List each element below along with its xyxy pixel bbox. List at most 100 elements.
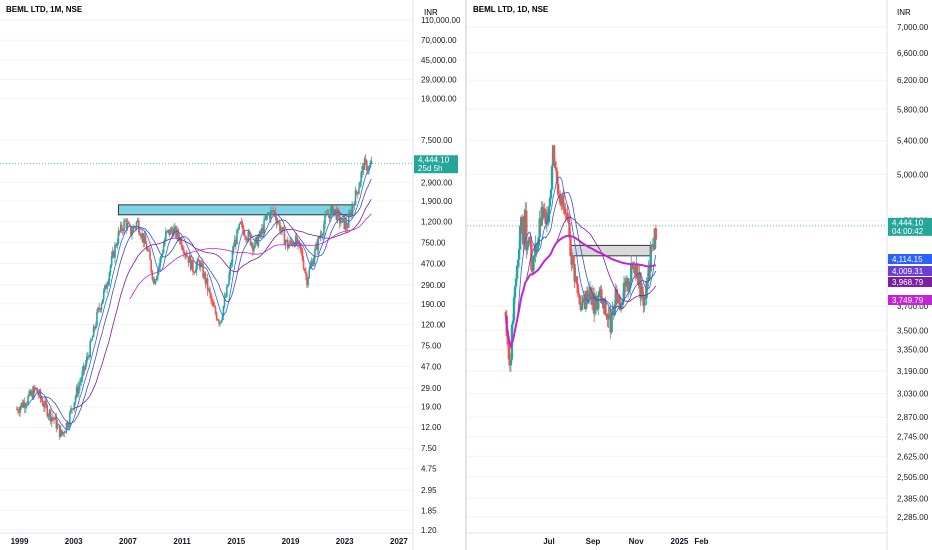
candle-body [259, 231, 262, 235]
candle-body [149, 250, 151, 260]
candle-body [364, 158, 367, 162]
price-tag-label: 3,749.79 [892, 296, 924, 305]
candle-body [548, 198, 552, 207]
candle-body [160, 255, 163, 259]
candle-body [27, 396, 29, 404]
candle-body [515, 265, 519, 279]
candle-body [172, 228, 175, 237]
resistance-zone [569, 244, 652, 257]
candle-body [215, 313, 218, 320]
candle-body [363, 158, 366, 170]
candle-body [104, 285, 106, 291]
candle-body [328, 214, 331, 219]
candle-body [166, 230, 168, 232]
candle-body [110, 256, 113, 266]
candle-body [529, 236, 532, 244]
candle-body [624, 280, 628, 287]
candle-body [61, 429, 63, 435]
candle-body [301, 250, 304, 261]
candle-body [351, 205, 353, 216]
candle-body [93, 326, 96, 329]
candle-body [165, 231, 167, 240]
candle-body [588, 287, 592, 298]
candle-body [221, 316, 224, 321]
candle-body [286, 239, 289, 249]
candle-body [26, 403, 28, 406]
candle-body [211, 299, 213, 302]
candle-body [171, 230, 174, 237]
candle-body [139, 232, 141, 236]
candle-body [74, 396, 77, 403]
candle-body [531, 270, 534, 272]
candle-body [240, 221, 243, 223]
candle-body [80, 379, 82, 383]
candle-body [518, 226, 522, 250]
y-tick-label: 3,190.00 [897, 367, 929, 376]
monthly-chart[interactable]: BEML LTD, 1M, NSE INR 1.20 1.85 2.95 4.75 7.… [0, 0, 465, 550]
candle-body [146, 249, 149, 251]
candle-body [53, 418, 55, 420]
candle-body [600, 289, 603, 304]
candle-body [187, 256, 190, 263]
candle-body [283, 229, 286, 245]
candle-body [296, 236, 298, 245]
daily-chart-panel[interactable]: BEML LTD, 1D, NSE INR 2,285.00 2,385.00 2,… [467, 0, 932, 550]
candle-body [98, 307, 101, 310]
candle-body [184, 253, 186, 255]
candle-body [513, 286, 517, 298]
candle-body [73, 402, 76, 410]
candle-body [220, 320, 222, 323]
x-tick-label: 2011 [173, 537, 191, 546]
candle-body [340, 222, 342, 224]
candle-body [65, 422, 68, 432]
candle-body [262, 228, 264, 234]
candle-body [288, 244, 290, 249]
candle-body [102, 290, 105, 300]
candle-body [327, 214, 330, 215]
candle-body [232, 247, 235, 251]
candle-body [57, 424, 60, 426]
monthly-chart-panel[interactable]: BEML LTD, 1M, NSE INR 1.20 1.85 2.95 4.75 7.… [0, 0, 465, 550]
daily-chart[interactable]: BEML LTD, 1D, NSE INR 2,285.00 2,385.00 2,… [467, 0, 932, 550]
candle-body [125, 220, 128, 229]
y-tick-label: 1,200.00 [421, 218, 453, 227]
monthly-currency-label: INR [424, 8, 438, 17]
price-tag-label: 4,009.31 [892, 267, 924, 276]
candle-body [345, 221, 348, 227]
candle-body [271, 210, 273, 212]
candle-body [100, 304, 103, 310]
candle-body [88, 356, 90, 358]
y-tick-label: 110,000.00 [421, 16, 461, 25]
candle-body [605, 314, 608, 317]
x-tick-label: 2015 [227, 537, 245, 546]
y-tick-label: 2,900.00 [421, 178, 453, 187]
candle-body [315, 243, 317, 250]
candle-body [81, 371, 84, 380]
candle-body [527, 240, 530, 247]
candle-body [620, 304, 624, 306]
candle-body [130, 225, 132, 236]
candle-body [18, 411, 20, 413]
candle-body [210, 293, 212, 300]
candle-body [277, 221, 280, 223]
candle-body [78, 385, 80, 394]
candle-body [628, 281, 632, 288]
panel-divider[interactable] [465, 0, 467, 550]
candle-body [90, 340, 93, 342]
moving-average-line [73, 198, 372, 409]
candle-body [189, 256, 192, 270]
candle-body [549, 189, 553, 199]
candle-body [245, 236, 247, 240]
candle-body [617, 296, 621, 303]
candle-body [142, 233, 145, 243]
candle-body [196, 259, 199, 265]
y-tick-label: 29,000.00 [421, 76, 457, 85]
candle-body [263, 219, 265, 234]
candle-body [253, 247, 255, 251]
y-tick-label: 47.00 [421, 362, 442, 371]
candle-body [117, 231, 120, 244]
y-tick-label: 7,000.00 [897, 23, 929, 32]
candle-body [361, 165, 364, 173]
candle-body [231, 250, 234, 263]
candle-body [84, 363, 87, 369]
